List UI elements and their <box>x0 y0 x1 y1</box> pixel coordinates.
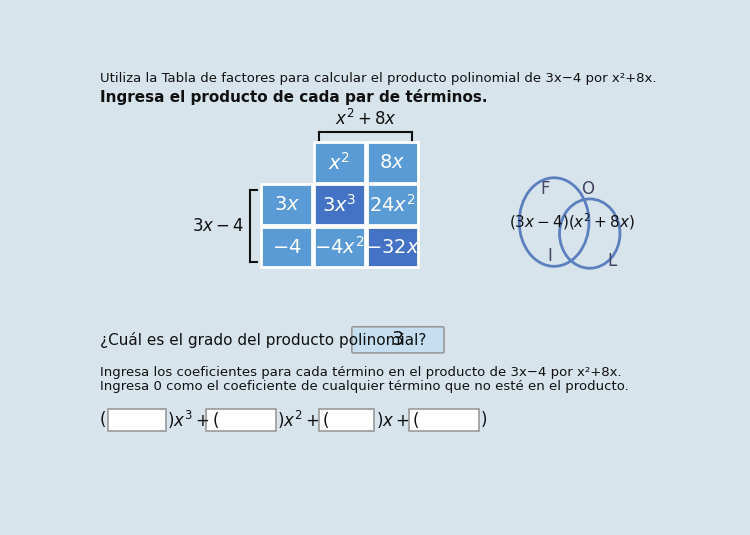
FancyBboxPatch shape <box>314 227 365 268</box>
Text: L: L <box>608 251 616 270</box>
Text: F: F <box>540 180 550 197</box>
Text: $-32x$: $-32x$ <box>364 238 419 257</box>
Text: $x^2+8x$: $x^2+8x$ <box>334 109 397 129</box>
Text: ): ) <box>481 411 487 429</box>
Text: O: O <box>581 180 594 197</box>
FancyBboxPatch shape <box>367 227 418 268</box>
Text: Ingresa el producto de cada par de términos.: Ingresa el producto de cada par de térmi… <box>100 89 488 105</box>
FancyBboxPatch shape <box>367 142 418 183</box>
FancyBboxPatch shape <box>319 409 374 431</box>
Text: $)x^2+($: $)x^2+($ <box>278 409 330 431</box>
FancyBboxPatch shape <box>261 227 312 268</box>
Text: $3x^3$: $3x^3$ <box>322 194 356 216</box>
Text: $)x+($: $)x+($ <box>376 410 420 430</box>
Text: Ingresa 0 como el coeficiente de cualquier término que no esté en el producto.: Ingresa 0 como el coeficiente de cualqui… <box>100 380 628 393</box>
Text: $( 3x-4 )( x^2+8x )$: $( 3x-4 )( x^2+8x )$ <box>509 212 635 232</box>
Text: 3: 3 <box>392 330 404 349</box>
Text: $3x$: $3x$ <box>274 195 300 214</box>
FancyBboxPatch shape <box>367 185 418 225</box>
Text: Ingresa los coeficientes para cada término en el producto de 3x−4 por x²+8x.: Ingresa los coeficientes para cada térmi… <box>100 366 622 379</box>
Text: $24x^2$: $24x^2$ <box>369 194 416 216</box>
FancyBboxPatch shape <box>352 327 444 353</box>
FancyBboxPatch shape <box>206 409 276 431</box>
FancyBboxPatch shape <box>410 409 479 431</box>
FancyBboxPatch shape <box>314 185 365 225</box>
Text: I: I <box>548 247 553 264</box>
Text: $8x$: $8x$ <box>379 153 405 172</box>
Text: $-4$: $-4$ <box>272 238 302 257</box>
FancyBboxPatch shape <box>261 185 312 225</box>
Text: ¿Cuál es el grado del producto polinomial?: ¿Cuál es el grado del producto polinomia… <box>100 332 426 348</box>
Text: (: ( <box>100 411 106 429</box>
Text: $3x-4$: $3x-4$ <box>193 217 244 235</box>
Text: $)x^3+($: $)x^3+($ <box>167 409 220 431</box>
FancyBboxPatch shape <box>108 409 166 431</box>
Text: $x^2$: $x^2$ <box>328 151 350 173</box>
Text: $-4x^2$: $-4x^2$ <box>314 236 364 258</box>
Text: Utiliza la Tabla de factores para calcular el producto polinomial de 3x−4 por x²: Utiliza la Tabla de factores para calcul… <box>100 72 656 85</box>
FancyBboxPatch shape <box>314 142 365 183</box>
